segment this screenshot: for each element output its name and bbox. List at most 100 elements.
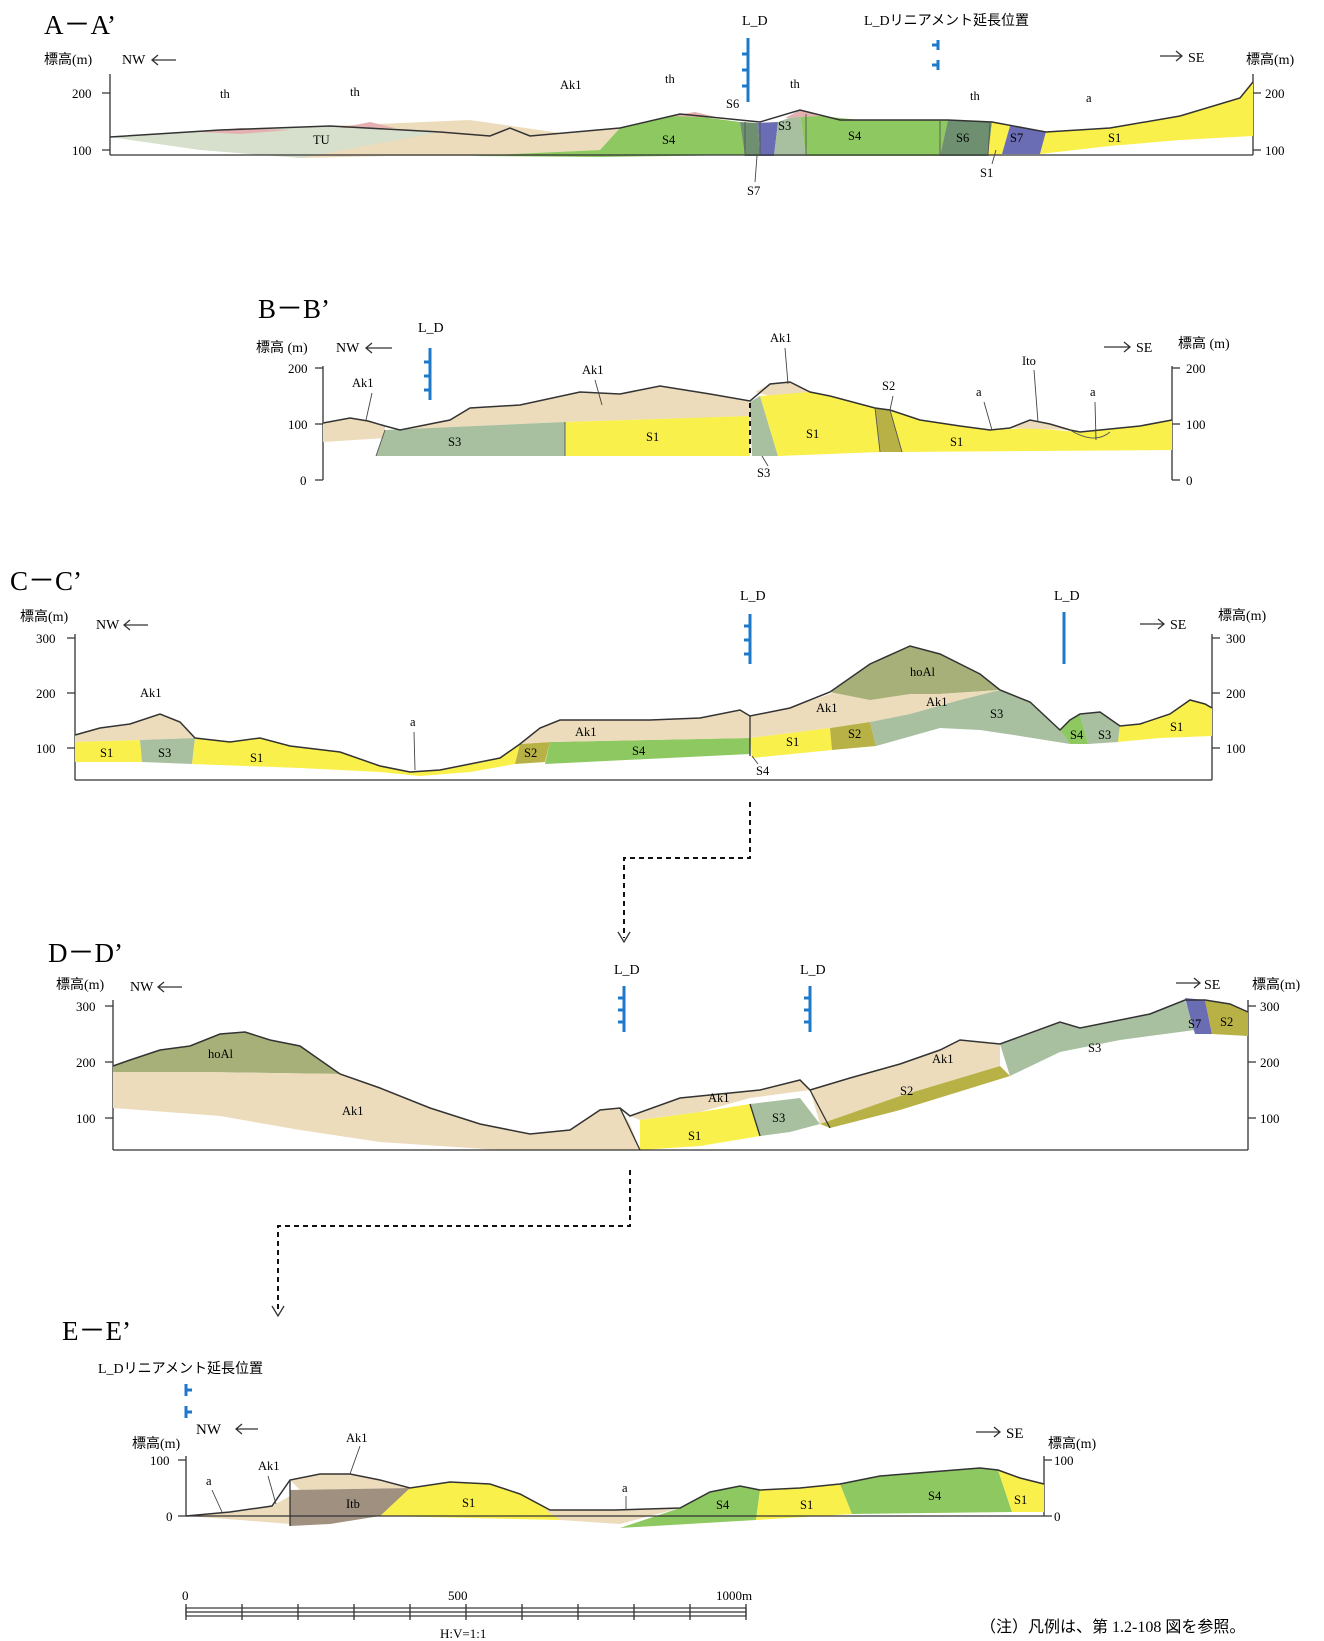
section-d: D－D’ 標高(m) NW SE 標高(m) 300 200 100 300 2… (48, 938, 1301, 1151)
section-c-label-s4-east: S4 (1070, 728, 1084, 742)
section-e-tick-left-0: 0 (166, 1509, 173, 1524)
section-d-tick-left-300: 300 (76, 999, 96, 1014)
unit-s1-east (1040, 82, 1253, 154)
section-e-tick-right-100: 100 (1054, 1453, 1074, 1468)
section-d-title: D－D’ (48, 938, 123, 968)
section-c-label-s3-east: S3 (990, 707, 1003, 721)
section-b-surface (322, 381, 1173, 433)
section-c-tick-left-100: 100 (36, 741, 56, 756)
section-e-label-s4-east: S4 (928, 1489, 942, 1503)
section-a-label-s6: S6 (726, 97, 739, 111)
section-a-tick-right-200: 200 (1265, 86, 1285, 101)
section-e-label-ak1: Ak1 (346, 1431, 368, 1445)
section-b-tick-right-100: 100 (1186, 417, 1206, 432)
connector-c-d-arrowhead (617, 931, 631, 944)
section-d-left-axis (105, 1000, 114, 1150)
section-d-label-ak1-west: Ak1 (342, 1104, 364, 1118)
section-c-label-s4-below: S4 (756, 764, 770, 778)
section-a-right-axis (1252, 74, 1261, 155)
section-b-label-ak1-west: Ak1 (352, 376, 374, 390)
section-c-ld-label-2: L_D (1054, 589, 1080, 604)
section-b-channel (1069, 429, 1111, 439)
unit-s2-west (515, 742, 550, 764)
section-c-elev-label-left: 標高(m) (20, 608, 69, 625)
section-c-nw-arrow (122, 619, 148, 631)
section-a-title: A－A’ (44, 10, 116, 40)
section-c-label-a: a (410, 715, 416, 729)
unit-s1-east (998, 1470, 1044, 1512)
section-a-left-axis (102, 74, 111, 155)
section-c-label-s3-west: S3 (158, 746, 171, 760)
unit-s4-east (1060, 714, 1088, 744)
scale-label-0: 0 (182, 1588, 189, 1603)
section-d-elev-label-right: 標高(m) (1252, 976, 1301, 993)
section-a-label-s7-below: S7 (747, 184, 760, 198)
section-e-elev-label-right: 標高(m) (1048, 1435, 1097, 1452)
scale-ratio: H:V=1:1 (440, 1626, 486, 1641)
section-a-se-arrow (1160, 50, 1184, 62)
section-a-tick-right-100: 100 (1265, 143, 1285, 158)
scale-label-1000: 1000m (716, 1588, 752, 1603)
unit-ak1-central (630, 1080, 810, 1120)
unit-s1-east-2 (1118, 700, 1212, 742)
section-b-tick-right-0: 0 (1186, 473, 1193, 488)
section-b-elev-label-right: 標高 (m) (1178, 335, 1230, 352)
section-e-label-s1-east: S1 (1014, 1493, 1027, 1507)
section-a-ld-label: L_D (742, 14, 768, 29)
section-e-label-a-central: a (622, 1481, 628, 1495)
section-d-ld-label-2: L_D (800, 963, 826, 978)
section-c-tick-right-200: 200 (1226, 686, 1246, 701)
unit-s1-west (380, 1482, 575, 1520)
section-d-tick-left-300-r: 300 (1260, 999, 1280, 1014)
section-c-label-s1-east-2: S1 (1170, 720, 1183, 734)
section-a-ld-extension-marker (932, 40, 940, 70)
section-e-elev-label-left: 標高(m) (132, 1435, 181, 1452)
unit-ak1-west (75, 714, 195, 742)
section-a: A－A’ 標高(m) NW SE 標高(m) 200 100 200 100 (44, 10, 1295, 198)
section-b-label-a-1: a (976, 385, 982, 399)
unit-s4-east (800, 114, 948, 156)
section-c-tick-left-200: 200 (36, 686, 56, 701)
section-c-label-s3-east-2: S3 (1098, 728, 1111, 742)
section-b-tick-left-0: 0 (300, 473, 307, 488)
unit-hoal (830, 646, 1000, 700)
section-c-tick-right-100: 100 (1226, 741, 1246, 756)
section-b-tick-right-200: 200 (1186, 361, 1206, 376)
section-d-surface (112, 999, 1249, 1135)
section-b-se-arrow (1104, 341, 1132, 353)
section-e-surface (185, 1467, 1045, 1517)
connector-d-e (277, 1170, 631, 1312)
section-c-se-label: SE (1170, 618, 1186, 633)
section-d-tick-right-100: 100 (1260, 1111, 1280, 1126)
section-e-se-label: SE (1006, 1426, 1024, 1442)
unit-a-west (186, 1496, 290, 1524)
section-d-faults (619, 1089, 831, 1151)
section-b-label-s2: S2 (882, 379, 895, 393)
section-d-label-s7: S7 (1188, 1017, 1201, 1031)
section-e-ld-extension-label: L_Dリニアメント延長位置 (98, 1361, 263, 1377)
section-b-ld-marker (424, 348, 432, 400)
section-d-label-ak1-east: Ak1 (932, 1052, 954, 1066)
section-d-tick-left-200: 200 (76, 1055, 96, 1070)
section-c-label-ak1-east-2: Ak1 (926, 695, 948, 709)
legend-note: （注）凡例は、第 1.2-108 図を参照。 (980, 1618, 1245, 1636)
section-a-contacts (744, 114, 991, 157)
section-a-label-s3: S3 (778, 119, 791, 133)
section-c-label-ak1-east: Ak1 (816, 701, 838, 715)
section-c-tick-right-300: 300 (1226, 631, 1246, 646)
section-d-label-hoal: hoAl (208, 1047, 234, 1061)
section-a-label-th-3: th (665, 72, 675, 86)
section-b-tick-left-100: 100 (288, 417, 308, 432)
section-c-label-hoal: hoAl (910, 665, 936, 679)
section-a-label-s6-east: S6 (956, 131, 969, 145)
section-d-label-s1: S1 (688, 1129, 701, 1143)
section-a-label-th-4: th (790, 77, 800, 91)
connector-c-d (623, 802, 751, 938)
unit-ak1-west (113, 1072, 640, 1150)
unit-s6-east (940, 120, 992, 156)
unit-s2 (820, 1066, 1010, 1128)
section-d-elev-label-left: 標高(m) (56, 976, 105, 993)
section-e-left-axis (178, 1456, 187, 1517)
unit-s3-east (1000, 1000, 1195, 1076)
section-d-se-label: SE (1204, 978, 1220, 993)
